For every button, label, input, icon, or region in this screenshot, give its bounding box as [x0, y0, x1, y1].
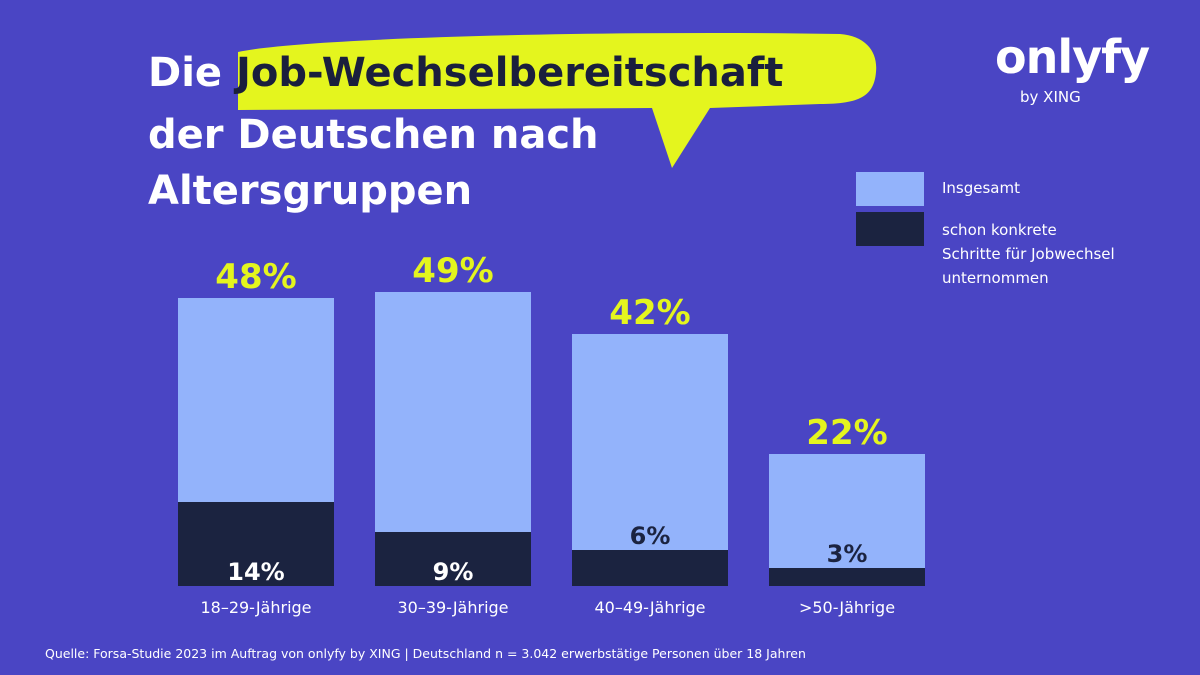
data-label-total-2: 49%	[412, 251, 493, 291]
bar-concrete-4	[769, 568, 925, 586]
x-tick-label-2: 30–39-Jährige	[397, 598, 508, 617]
chart-title-line-2: der Deutschen nach	[148, 112, 599, 158]
bar-concrete-2	[375, 532, 531, 586]
data-label-concrete-2: 9%	[433, 558, 474, 586]
legend-swatch-concrete	[856, 212, 924, 246]
bar-concrete-1	[178, 502, 334, 586]
legend-label-concrete-line-2: Schritte für Jobwechsel	[942, 245, 1115, 263]
bar-total-4	[769, 454, 925, 586]
legend-label-total: Insgesamt	[942, 179, 1020, 197]
legend-label-concrete-line-3: unternommen	[942, 269, 1049, 287]
data-label-total-4: 22%	[806, 413, 887, 453]
chart-title-line-1: Die Job-Wechselbereitschaft	[148, 50, 783, 96]
bar-concrete-3	[572, 550, 728, 586]
x-tick-label-4: >50-Jährige	[799, 598, 895, 617]
x-tick-label-3: 40–49-Jährige	[594, 598, 705, 617]
brand-logo-sub: by XING	[1020, 88, 1081, 106]
data-label-concrete-1: 14%	[227, 558, 284, 586]
bar-total-3	[572, 334, 728, 586]
data-label-total-3: 42%	[609, 293, 690, 333]
legend-swatch-total	[856, 172, 924, 206]
brand-logo: onlyfy	[995, 30, 1150, 84]
data-label-concrete-4: 3%	[827, 540, 868, 568]
chart-title-line-3: Altersgruppen	[148, 168, 473, 214]
data-label-concrete-3: 6%	[630, 522, 671, 550]
x-tick-label-1: 18–29-Jährige	[200, 598, 311, 617]
title-highlight-text: Job-Wechselbereitschaft	[235, 50, 784, 96]
legend-label-concrete: schon konkrete Schritte für Jobwechsel u…	[942, 218, 1115, 290]
data-label-total-1: 48%	[215, 257, 296, 297]
source-note: Quelle: Forsa-Studie 2023 im Auftrag von…	[45, 646, 806, 661]
title-prefix: Die	[148, 50, 236, 96]
legend-label-concrete-line-1: schon konkrete	[942, 221, 1057, 239]
